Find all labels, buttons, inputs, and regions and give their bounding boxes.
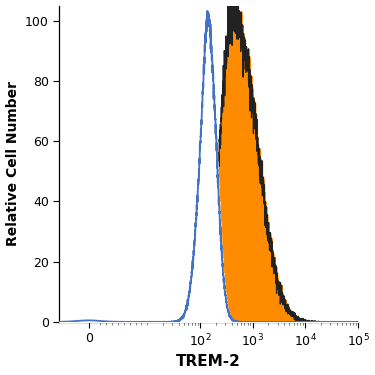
X-axis label: TREM-2: TREM-2 [176, 354, 241, 369]
Y-axis label: Relative Cell Number: Relative Cell Number [6, 81, 20, 246]
